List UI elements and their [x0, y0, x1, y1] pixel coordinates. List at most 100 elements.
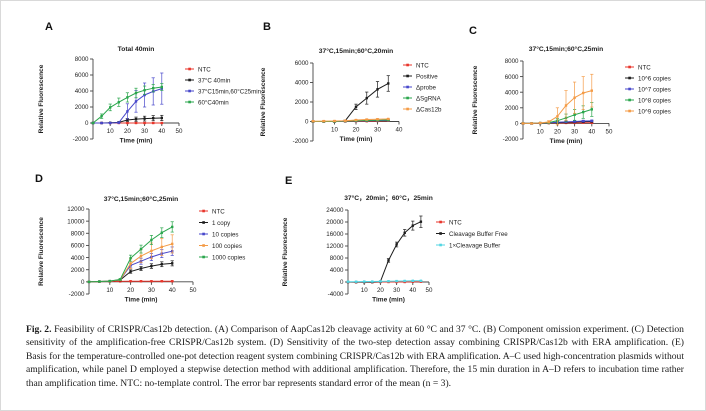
svg-text:NTC: NTC	[212, 208, 225, 215]
svg-text:40: 40	[588, 128, 595, 135]
svg-text:10^6 copies: 10^6 copies	[638, 75, 671, 82]
svg-text:10^7 copies: 10^7 copies	[638, 86, 671, 93]
axes: -2000 0 2000 4000 6000 10 20 30 40 Time (min) Rela…	[260, 47, 403, 145]
svg-text:30: 30	[141, 128, 148, 135]
svg-text:1000 copies: 1000 copies	[212, 254, 245, 261]
panel-e-chart: -4000 0 4000 8000 12000 16000 20000 24000 10 20 30…	[282, 194, 508, 304]
svg-text:1×Cleavage Buffer: 1×Cleavage Buffer	[449, 242, 500, 249]
svg-text:30: 30	[393, 287, 400, 294]
axes: -2000 0 2000 4000 6000 8000 10000 12000 10 20 30 40…	[38, 195, 197, 303]
panel-b-chart: -2000 0 2000 4000 6000 10 20 30 40 Time (min) Rela…	[260, 47, 442, 145]
svg-text:-2000: -2000	[293, 138, 309, 145]
series-60°C40min	[91, 83, 164, 125]
svg-text:20: 20	[554, 128, 561, 135]
svg-text:37°C，20min；60°C，25min: 37°C，20min；60°C，25min	[344, 194, 433, 202]
legend: NTC 37°C 40min 37°C15min,60°C25min 60°C40mi…	[185, 66, 262, 106]
svg-text:8000: 8000	[330, 255, 344, 262]
svg-text:37°C,15min;60°C,25min: 37°C,15min;60°C,25min	[104, 195, 178, 203]
svg-text:12000: 12000	[326, 243, 344, 250]
svg-text:37°C,15min;60°C,20min: 37°C,15min;60°C,20min	[319, 47, 393, 55]
svg-text:Total 40min: Total 40min	[118, 46, 155, 53]
svg-text:8000: 8000	[505, 58, 519, 65]
svg-text:10 copies: 10 copies	[212, 231, 239, 238]
svg-text:Relative Fluorescence: Relative Fluorescence	[38, 217, 45, 286]
svg-text:6000: 6000	[505, 74, 519, 81]
panel-d: D -2000 0 2000 4000 6000 8000 10000 12000 10 20 30…	[29, 167, 281, 327]
svg-text:0: 0	[340, 279, 344, 286]
panel-e-label: E	[285, 175, 293, 187]
legend: NTC Cleavage Buffer Free 1×Cleavage Buffer	[436, 219, 508, 249]
figure-caption-label: Fig. 2.	[26, 324, 52, 335]
svg-text:4000: 4000	[75, 88, 89, 95]
svg-text:NTC: NTC	[638, 64, 651, 71]
svg-text:8000: 8000	[75, 56, 89, 63]
svg-text:6000: 6000	[75, 72, 89, 79]
svg-text:Δprobe: Δprobe	[416, 84, 437, 91]
svg-text:2000: 2000	[295, 99, 309, 106]
svg-text:Time (min): Time (min)	[340, 136, 373, 143]
svg-text:6000: 6000	[295, 60, 309, 67]
svg-text:10: 10	[331, 127, 338, 134]
svg-text:40: 40	[396, 127, 403, 134]
series-37°C15min,60°C25min	[91, 72, 164, 125]
svg-text:2000: 2000	[505, 105, 519, 112]
svg-text:8000: 8000	[71, 230, 85, 237]
svg-text:37°C15min,60°C25min: 37°C15min,60°C25min	[198, 88, 262, 95]
svg-text:-2000: -2000	[69, 291, 85, 298]
svg-text:4000: 4000	[330, 267, 344, 274]
svg-text:Positive: Positive	[416, 73, 438, 80]
svg-text:12000: 12000	[67, 206, 85, 213]
svg-text:0: 0	[85, 120, 89, 127]
panel-d-label: D	[35, 173, 43, 185]
series-Positive	[311, 75, 390, 123]
svg-text:10^8 copies: 10^8 copies	[638, 97, 671, 104]
svg-text:20: 20	[377, 287, 384, 294]
svg-text:10^9 copies: 10^9 copies	[638, 108, 671, 115]
svg-text:ΔSgRNA: ΔSgRNA	[416, 95, 442, 102]
svg-text:ΔCas12b: ΔCas12b	[416, 106, 442, 113]
legend: NTC Positive Δprobe ΔSgRNA ΔCas12b	[403, 62, 442, 113]
svg-text:20: 20	[353, 127, 360, 134]
svg-text:30: 30	[571, 128, 578, 135]
figure-caption-text: Feasibility of CRISPR/Cas12b detection. …	[26, 324, 684, 389]
svg-text:16000: 16000	[326, 231, 344, 238]
legend: NTC 1 copy 10 copies 100 copies 1000 copies	[199, 208, 245, 261]
panel-c-chart: -2000 0 2000 4000 6000 8000 10 20 30 40 50 Time (mi…	[472, 45, 671, 145]
series-1000 copies	[87, 221, 174, 284]
svg-text:20000: 20000	[326, 219, 344, 226]
svg-text:NTC: NTC	[449, 219, 462, 226]
svg-text:-2000: -2000	[503, 136, 519, 143]
svg-text:30: 30	[148, 287, 155, 294]
svg-text:Time (min): Time (min)	[372, 297, 405, 304]
svg-text:Relative Fluorescence: Relative Fluorescence	[282, 217, 289, 286]
legend: NTC 10^6 copies 10^7 copies 10^8 copies 10^9…	[625, 64, 671, 115]
svg-text:20: 20	[124, 128, 131, 135]
svg-text:Cleavage Buffer Free: Cleavage Buffer Free	[449, 231, 508, 238]
panel-e: E -4000 0 4000 8000 12000 16000 20000 24000 10 20…	[273, 167, 565, 327]
svg-text:NTC: NTC	[416, 62, 429, 69]
axes: -2000 0 2000 4000 6000 8000 10 20 30 40 50 Time (mi…	[38, 46, 183, 145]
svg-text:Time (min): Time (min)	[120, 138, 153, 145]
panel-a-label: A	[45, 21, 53, 33]
svg-text:2000: 2000	[71, 267, 85, 274]
svg-text:0: 0	[515, 121, 519, 128]
svg-text:4000: 4000	[71, 255, 85, 262]
svg-text:4000: 4000	[505, 89, 519, 96]
svg-text:40: 40	[409, 287, 416, 294]
panel-c: C -2000 0 2000 4000 6000 8000 10 20 30 40 50 Time (…	[463, 7, 705, 165]
panel-b: B -2000 0 2000 4000 6000 10 20 30 40 Time (min) Re…	[251, 7, 469, 165]
svg-text:10000: 10000	[67, 218, 85, 225]
svg-text:100 copies: 100 copies	[212, 243, 242, 250]
svg-text:-2000: -2000	[73, 136, 89, 143]
panel-a: A -2000 0 2000 4000 6000 8000 10 20 30 40 50 Time (…	[29, 7, 269, 165]
svg-text:50: 50	[426, 287, 433, 294]
svg-text:Time (min): Time (min)	[550, 138, 583, 145]
svg-text:40: 40	[169, 287, 176, 294]
svg-text:30: 30	[374, 127, 381, 134]
svg-text:40: 40	[158, 128, 165, 135]
panel-d-chart: -2000 0 2000 4000 6000 8000 10000 12000 10 20 30 40…	[38, 195, 245, 303]
svg-text:NTC: NTC	[198, 66, 211, 73]
axes: -2000 0 2000 4000 6000 8000 10 20 30 40 50 Time (mi…	[472, 45, 613, 145]
svg-text:Relative Fluorescence: Relative Fluorescence	[472, 65, 479, 134]
series-Cleavage Buffer Free	[346, 215, 423, 284]
